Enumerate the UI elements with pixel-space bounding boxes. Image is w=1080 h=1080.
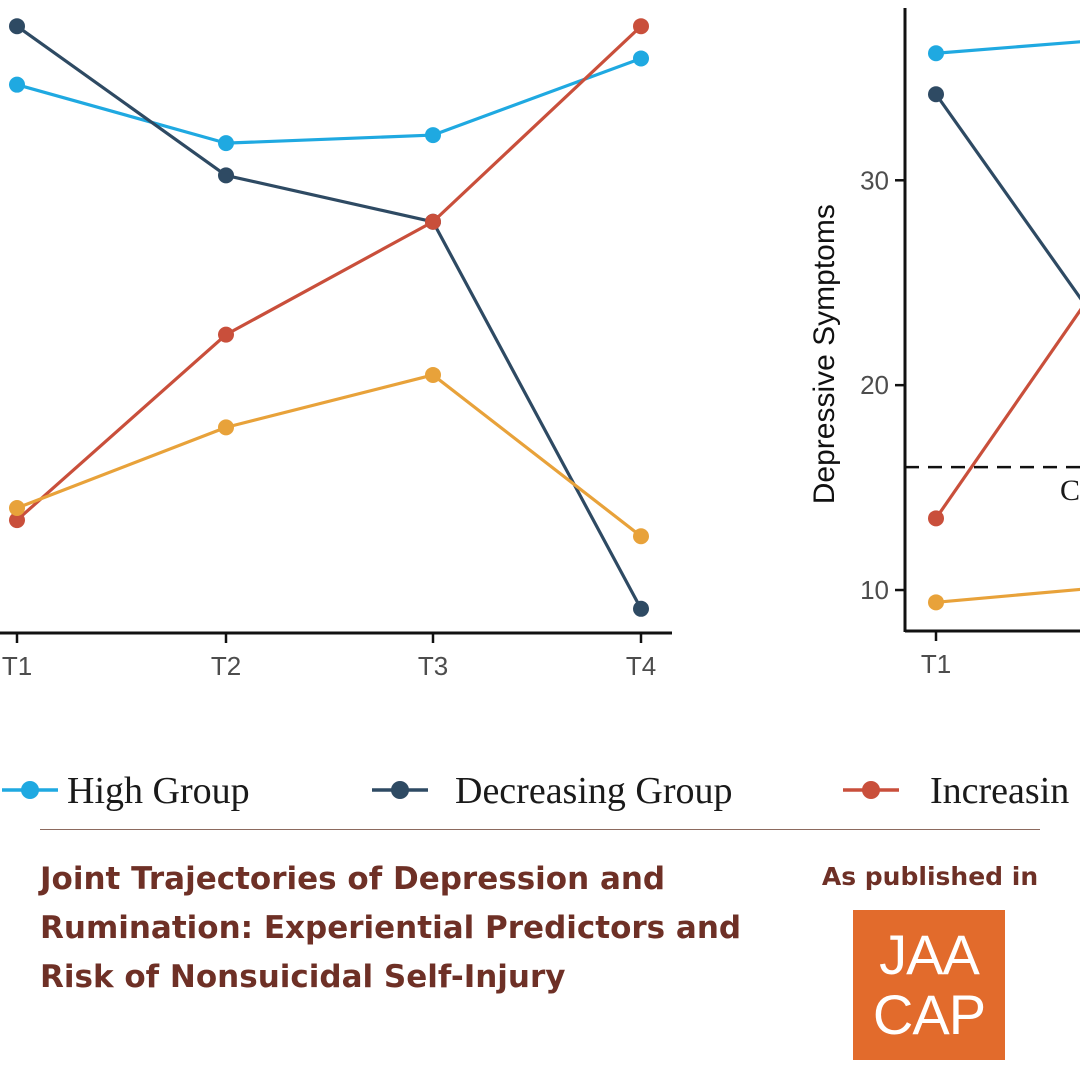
x-tick-label: T4 [626, 651, 656, 681]
logo-line-2: CAP [872, 983, 986, 1046]
x-tick-label: T1 [921, 649, 951, 679]
data-point [9, 512, 25, 529]
y-axis-label: Depressive Symptoms [808, 204, 841, 504]
data-point [218, 419, 234, 436]
data-point [928, 86, 944, 103]
series-line-2 [15, 25, 643, 522]
series-line-3 [935, 587, 1080, 604]
rumination-trajectory-panel: T1 T2 T3 T4 [0, 18, 672, 681]
x-tick-label: T3 [418, 651, 448, 681]
data-point [633, 18, 649, 35]
data-point [9, 18, 25, 35]
data-point [425, 127, 441, 144]
series-line-3 [16, 373, 642, 538]
data-point [633, 600, 649, 617]
published-in-label: As published in [821, 862, 1039, 891]
data-point [928, 594, 944, 611]
data-point [9, 76, 25, 93]
data-point [633, 50, 649, 67]
logo-line-1: JAA [879, 923, 980, 986]
series-line-0 [935, 40, 1080, 55]
legend-marker [391, 781, 409, 799]
series-line-2 [934, 307, 1080, 520]
legend-marker [862, 781, 880, 799]
y-tick-label: 30 [860, 165, 889, 195]
data-point [928, 45, 944, 62]
data-point [218, 135, 234, 152]
x-tick-label: T2 [211, 651, 241, 681]
y-tick-label: 20 [860, 370, 889, 400]
data-point [9, 500, 25, 517]
series-line-1 [934, 93, 1080, 301]
x-tick-label: T1 [2, 651, 32, 681]
y-tick-label: 10 [860, 575, 889, 605]
series-line-0 [16, 56, 642, 145]
data-point [633, 528, 649, 545]
legend-label: Decreasing Group [455, 770, 733, 812]
legend-label: High Group [67, 770, 250, 812]
legend-label: Increasin [930, 770, 1069, 812]
data-point [218, 326, 234, 343]
data-point [218, 167, 234, 184]
journal-logo: JAA CAP [853, 910, 1005, 1060]
section-divider [40, 829, 1040, 830]
series-line-1 [16, 24, 643, 610]
data-point [425, 366, 441, 383]
data-point [928, 510, 944, 527]
cutoff-label: C [1060, 474, 1080, 507]
chart-legend: High Group Decreasing Group Increasin [2, 770, 1069, 812]
article-title: Joint Trajectories of Depression and Rum… [40, 861, 742, 995]
legend-marker [21, 781, 39, 799]
data-point [425, 213, 441, 230]
